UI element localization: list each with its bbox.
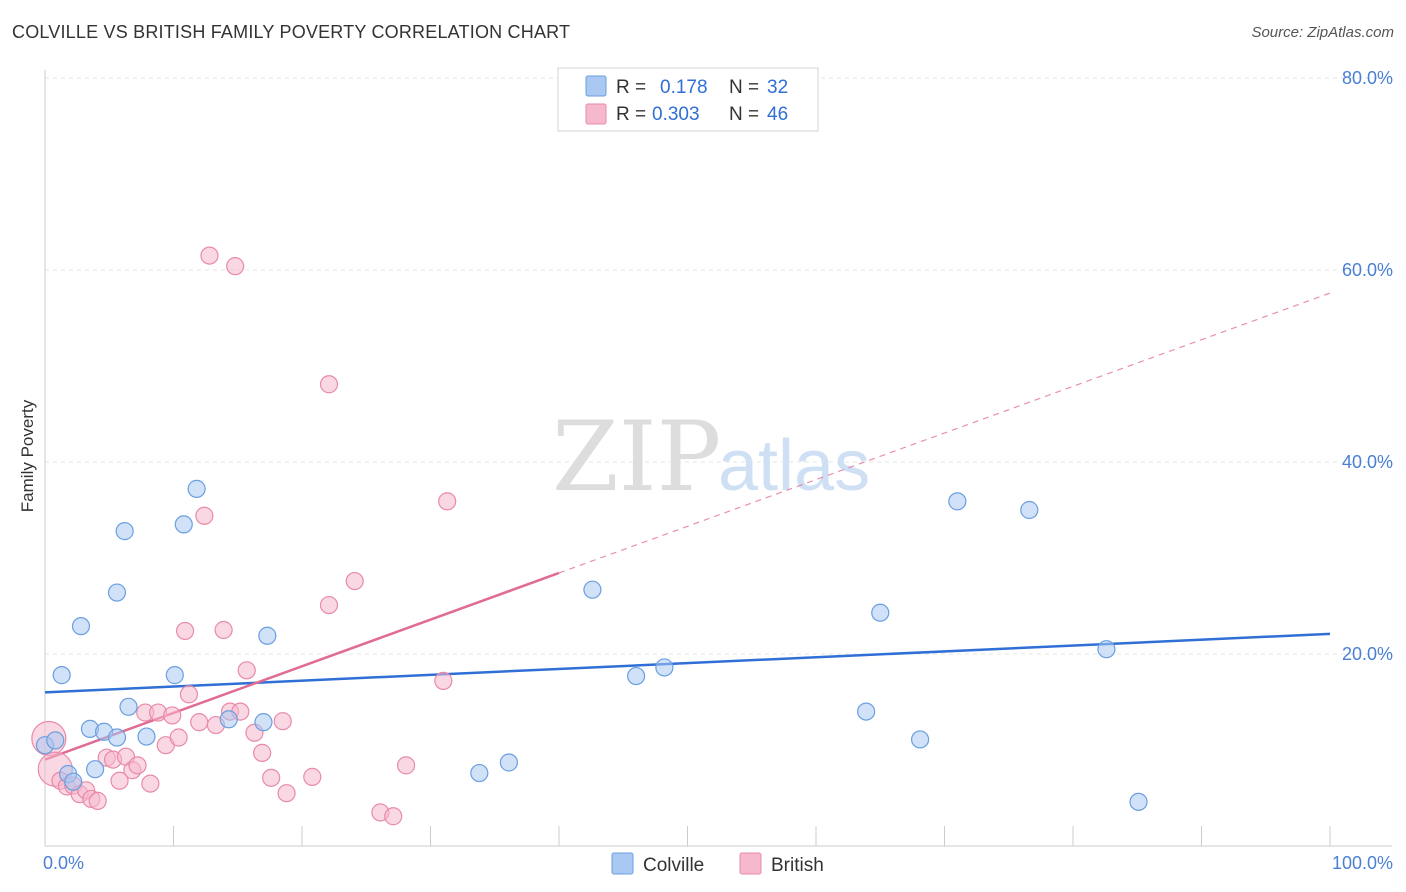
chart-source: Source: ZipAtlas.com	[1251, 24, 1394, 41]
point-colville-11	[115, 522, 134, 541]
point-colville-14	[165, 666, 184, 685]
legend-swatch-british[interactable]	[585, 103, 607, 125]
gridlines	[45, 77, 1392, 655]
point-british-24	[195, 506, 214, 525]
point-british-45	[438, 492, 457, 511]
point-british-31	[237, 661, 256, 680]
point-british-19	[163, 706, 182, 725]
point-british-44	[434, 671, 453, 690]
point-colville-19	[258, 626, 277, 645]
point-british-43	[396, 756, 416, 775]
point-british-36	[277, 784, 296, 803]
point-colville-1	[46, 731, 65, 750]
legend-n-value-colville: 32	[767, 77, 788, 98]
point-colville-7	[86, 760, 105, 779]
legend-n-value-british: 46	[767, 104, 788, 125]
point-british-35	[273, 712, 292, 731]
trend-lines	[44, 292, 1331, 761]
point-british-37	[303, 767, 322, 786]
legend-r-value-british: 0.303	[652, 104, 700, 125]
legend-bottom-label-colville: Colville	[643, 855, 704, 876]
point-colville-20	[470, 763, 489, 783]
legend-bottom-swatch-british[interactable]	[739, 852, 762, 875]
point-colville-13	[137, 727, 156, 746]
y-tick-label-40: 40.0%	[1342, 452, 1393, 472]
point-colville-18	[254, 713, 273, 732]
point-british-42	[384, 807, 403, 826]
legend-n-label-british: N =	[729, 104, 759, 125]
point-british-8	[88, 791, 107, 810]
legend-bottom-label-british: British	[771, 855, 824, 876]
point-colville-12	[119, 697, 138, 716]
point-british-39	[319, 375, 339, 394]
point-colville-5	[71, 617, 91, 636]
x-tick-label-end: 100.0%	[1332, 853, 1393, 873]
point-british-27	[214, 620, 233, 640]
y-axis-title: Family Poverty	[18, 399, 37, 512]
point-colville-23	[626, 666, 646, 686]
trend-line-colville	[44, 632, 1331, 694]
point-colville-27	[910, 730, 930, 749]
chart-title: COLVILLE VS BRITISH FAMILY POVERTY CORRE…	[12, 22, 571, 42]
tick-labels: 20.0% 40.0% 60.0% 80.0% 0.0% 100.0%	[43, 68, 1393, 873]
point-colville-9	[107, 583, 127, 602]
point-british-16	[141, 774, 160, 793]
point-british-25	[200, 246, 219, 265]
legend-r-value-colville: 0.178	[660, 77, 708, 98]
point-british-20	[169, 728, 188, 747]
point-colville-17	[219, 710, 238, 729]
point-british-21	[175, 621, 195, 641]
point-colville-16	[187, 479, 206, 498]
legend-bottom-swatch-colville[interactable]	[611, 852, 634, 875]
point-british-14	[128, 756, 147, 775]
legend-bottom: Colville British	[611, 852, 824, 876]
point-colville-10	[107, 728, 127, 747]
y-tick-label-80: 80.0%	[1342, 68, 1393, 88]
watermark: ZIP atlas	[552, 401, 870, 513]
point-british-29	[226, 257, 245, 276]
point-british-23	[190, 713, 209, 732]
point-colville-31	[1129, 792, 1148, 811]
y-tick-label-20: 20.0%	[1342, 644, 1393, 664]
legend-swatch-colville[interactable]	[585, 75, 607, 97]
point-colville-26	[871, 603, 890, 622]
point-british-11	[110, 771, 129, 790]
axes	[44, 70, 1392, 847]
point-colville-29	[1020, 500, 1039, 520]
trend-line-british	[44, 571, 560, 761]
point-colville-22	[583, 580, 602, 599]
point-colville-24	[655, 658, 674, 677]
trend-line-extension-british	[558, 292, 1331, 574]
y-tick-label-60: 60.0%	[1342, 260, 1393, 280]
point-colville-21	[499, 753, 518, 772]
point-colville-4	[64, 772, 83, 791]
point-british-22	[179, 685, 199, 704]
legend-r-label-colville: R =	[616, 77, 646, 98]
point-british-38	[319, 595, 339, 615]
point-british-34	[262, 768, 281, 787]
point-colville-2	[52, 666, 71, 685]
watermark-zip: ZIP	[552, 401, 721, 513]
point-colville-25	[857, 702, 876, 721]
point-colville-15	[174, 515, 193, 534]
watermark-atlas: atlas	[718, 426, 870, 506]
point-british-40	[345, 571, 364, 591]
legend-top: R = 0.178 N = 32 R = 0.303 N = 46	[557, 67, 819, 132]
point-colville-28	[948, 492, 967, 511]
legend-r-label-british: R =	[616, 104, 646, 125]
x-tick-label-start: 0.0%	[43, 853, 84, 873]
data-points	[31, 246, 1148, 826]
point-colville-30	[1097, 640, 1116, 659]
point-british-33	[253, 743, 272, 762]
legend-n-label-colville: N =	[729, 77, 759, 98]
